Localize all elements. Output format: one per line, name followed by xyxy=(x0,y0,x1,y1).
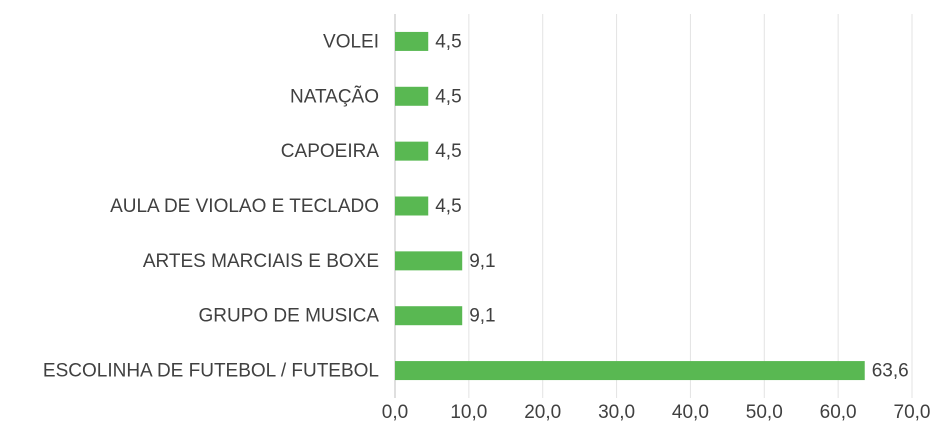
y-tick-label: CAPOEIRA xyxy=(281,141,380,162)
bar xyxy=(395,306,463,326)
x-tick-label: 30,0 xyxy=(598,402,635,423)
value-label: 63,6 xyxy=(872,361,909,382)
value-label: 4,5 xyxy=(435,31,461,52)
y-tick-label: GRUPO DE MUSICA xyxy=(198,306,379,327)
bar xyxy=(395,31,429,51)
y-tick-label: ARTES MARCIAIS E BOXE xyxy=(143,251,379,272)
y-tick-label: ESCOLINHA DE FUTEBOL / FUTEBOL xyxy=(43,361,379,382)
x-tick-label: 10,0 xyxy=(450,402,487,423)
x-tick-label: 40,0 xyxy=(672,402,709,423)
bar xyxy=(395,196,429,216)
x-tick-label: 0,0 xyxy=(382,402,408,423)
x-tick-label: 60,0 xyxy=(820,402,857,423)
x-tick-label: 50,0 xyxy=(746,402,783,423)
x-tick-label: 20,0 xyxy=(524,402,561,423)
bar xyxy=(395,141,429,161)
bar xyxy=(395,251,463,271)
bar xyxy=(395,361,865,381)
value-label: 4,5 xyxy=(435,86,461,107)
bar xyxy=(395,86,429,106)
value-label: 4,5 xyxy=(435,196,461,217)
y-tick-label: NATAÇÃO xyxy=(290,85,379,107)
x-tick-label: 70,0 xyxy=(894,402,931,423)
y-tick-label: AULA DE VIOLAO E TECLADO xyxy=(110,196,379,217)
value-label: 9,1 xyxy=(469,306,495,327)
y-tick-label: VOLEI xyxy=(323,31,379,52)
value-label: 4,5 xyxy=(435,141,461,162)
value-label: 9,1 xyxy=(469,251,495,272)
